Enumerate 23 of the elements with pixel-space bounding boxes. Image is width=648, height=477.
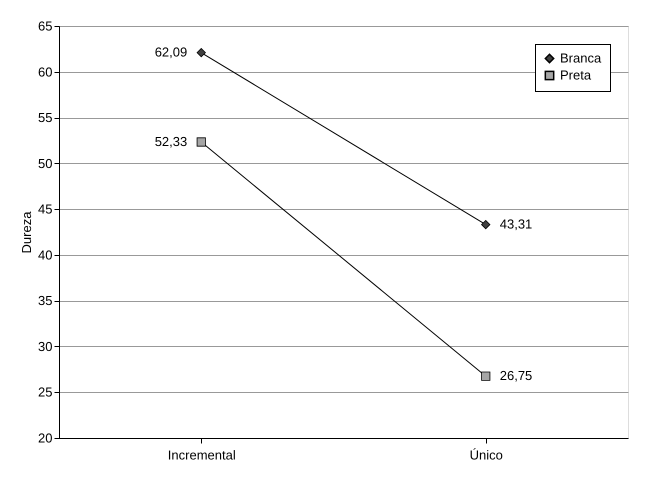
y-tick-label: 55 — [38, 110, 52, 126]
y-tick-label: 65 — [38, 18, 52, 34]
legend-label: Branca — [560, 50, 602, 66]
y-tick-label: 25 — [38, 384, 52, 400]
data-label: 62,09 — [154, 44, 188, 60]
y-tick-label: 60 — [38, 64, 52, 80]
y-axis-title: Dureza — [19, 210, 34, 254]
y-tick-label: 20 — [38, 430, 52, 446]
y-tick-label: 40 — [38, 247, 52, 262]
data-label: 26,75 — [500, 368, 532, 384]
y-tick-label: 35 — [38, 293, 52, 308]
point — [481, 372, 490, 381]
y-tick-label: 50 — [38, 156, 52, 171]
x-tick-label: Incremental — [168, 448, 236, 462]
y-tick-label: 45 — [38, 202, 52, 217]
point — [481, 220, 490, 230]
y-tick-label: 30 — [38, 338, 52, 354]
data-label: 43,31 — [500, 216, 532, 232]
data-label: 52,33 — [154, 134, 188, 149]
x-tick-label: Único — [470, 448, 503, 462]
legend-label: Preta — [560, 68, 592, 82]
point — [196, 48, 206, 58]
point — [196, 137, 206, 147]
